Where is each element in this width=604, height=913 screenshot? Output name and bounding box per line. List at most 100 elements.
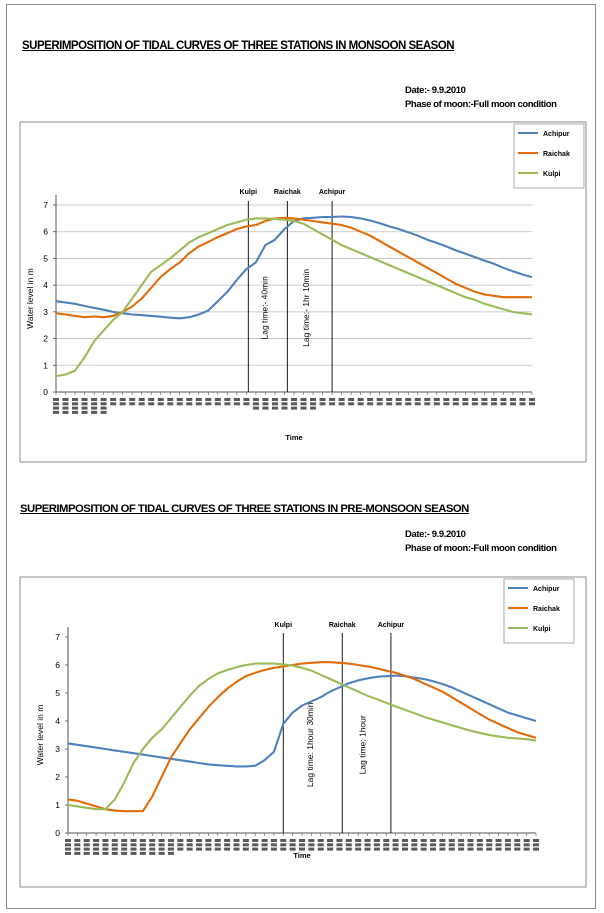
x-tick-glyph — [458, 847, 465, 851]
marker-label-raichak: Raichak — [329, 622, 356, 629]
x-tick-glyph — [224, 398, 231, 401]
x-tick-glyph — [72, 410, 79, 414]
x-tick-labels — [53, 392, 535, 414]
x-tick-glyph — [414, 398, 421, 401]
x-tick-glyph — [462, 398, 469, 401]
x-tick-glyph — [252, 398, 259, 401]
x-tick-glyph — [72, 398, 79, 401]
y-tick-label: 6 — [55, 660, 60, 670]
x-tick-glyph — [329, 398, 336, 401]
chart-frame — [19, 576, 587, 888]
x-tick-glyph — [386, 398, 393, 401]
x-tick-glyph — [252, 402, 259, 406]
x-tick-glyph — [327, 843, 334, 847]
x-tick-glyph — [129, 402, 136, 406]
x-tick-glyph — [196, 839, 203, 842]
x-tick-glyph — [291, 406, 297, 410]
marker-label-kulpi: Kulpi — [240, 189, 258, 196]
x-tick-glyph — [291, 402, 297, 406]
x-tick-glyph — [139, 851, 146, 855]
chart-1: 0 1 2 3 4 5 6 7 Time Water level in m Kulpi Raichak… — [19, 121, 587, 463]
x-tick-glyph — [443, 402, 450, 406]
x-tick-glyph — [167, 839, 174, 842]
y-tick-label: 1 — [43, 360, 48, 370]
y-tick-label: 5 — [43, 253, 48, 263]
x-tick-glyph — [93, 851, 100, 855]
x-tick-glyph — [433, 398, 440, 401]
y-tick-label: 4 — [43, 280, 48, 290]
chart-frame — [19, 121, 587, 463]
x-tick-glyph — [233, 847, 240, 851]
x-tick-glyph — [308, 843, 315, 847]
x-tick-glyph — [355, 839, 362, 842]
x-tick-glyph — [186, 402, 193, 406]
series-line-achipur — [67, 674, 537, 768]
x-tick-glyph — [327, 839, 334, 842]
x-tick-glyph — [405, 402, 412, 406]
x-tick-glyph — [300, 398, 307, 401]
y-tick-label: 5 — [55, 688, 60, 698]
y-axis-title: Water level in m — [25, 268, 35, 329]
y-tick-label: 0 — [43, 387, 48, 397]
x-tick-glyph — [317, 839, 324, 842]
lag-time-annotation: Lag time:- 1hr 10min — [301, 269, 311, 347]
x-tick-glyph — [205, 402, 212, 406]
x-tick-glyph — [336, 843, 343, 847]
x-tick-glyph — [504, 839, 511, 842]
x-tick-glyph — [310, 398, 317, 401]
x-tick-glyph — [367, 402, 374, 406]
x-tick-glyph — [514, 843, 521, 847]
x-tick-glyph — [111, 851, 118, 855]
x-tick-glyph — [121, 851, 128, 855]
x-tick-glyph — [364, 843, 371, 847]
x-tick-glyph — [405, 398, 412, 401]
x-tick-glyph — [252, 406, 259, 410]
x-tick-glyph — [233, 398, 240, 401]
x-tick-glyph — [348, 398, 355, 401]
x-tick-glyph — [138, 402, 145, 406]
x-tick-glyph — [243, 402, 250, 406]
x-tick-glyph — [91, 406, 98, 410]
x-tick-glyph — [121, 847, 128, 851]
x-tick-glyph — [176, 398, 183, 401]
x-tick-glyph — [310, 406, 317, 410]
x-tick-glyph — [72, 402, 79, 406]
x-tick-glyph — [529, 402, 535, 406]
lag-time-annotation: Lag time: 1hour — [358, 715, 368, 774]
x-tick-glyph — [317, 847, 324, 851]
x-tick-glyph — [376, 398, 383, 401]
marker-label-raichak: Raichak — [274, 189, 301, 196]
chart-1-date: Date:- 9.9.2010 — [405, 85, 466, 96]
x-tick-glyph — [439, 847, 446, 851]
legend-label-kulpi: Kulpi — [543, 171, 561, 178]
x-tick-glyph — [467, 847, 474, 851]
x-tick-glyph — [261, 847, 268, 851]
x-tick-glyph — [430, 847, 437, 851]
x-tick-glyph — [233, 839, 240, 842]
x-tick-glyph — [414, 402, 421, 406]
x-tick-glyph — [53, 402, 59, 406]
x-tick-glyph — [462, 402, 469, 406]
legend-box — [513, 123, 585, 189]
x-tick-glyph — [420, 843, 427, 847]
x-tick-glyph — [149, 839, 156, 842]
y-axis-title: Water level in m — [35, 705, 45, 766]
marker-label-achipur: Achipur — [378, 622, 405, 629]
x-tick-glyph — [329, 402, 336, 406]
x-tick-glyph — [167, 398, 174, 401]
page-border — [6, 4, 596, 909]
x-tick-glyph — [336, 847, 343, 851]
x-tick-glyph — [149, 847, 156, 851]
legend-label-achipur: Achipur — [543, 131, 570, 138]
x-tick-glyph — [242, 839, 249, 842]
x-tick-glyph — [481, 398, 488, 401]
x-tick-glyph — [355, 843, 362, 847]
x-tick-glyph — [280, 847, 287, 851]
x-tick-glyph — [271, 402, 278, 406]
x-tick-glyph — [100, 410, 107, 414]
x-tick-glyph — [62, 406, 69, 410]
x-tick-glyph — [167, 843, 174, 847]
x-tick-glyph — [111, 839, 118, 842]
marker-label-achipur: Achipur — [319, 189, 346, 196]
x-tick-glyph — [310, 402, 317, 406]
